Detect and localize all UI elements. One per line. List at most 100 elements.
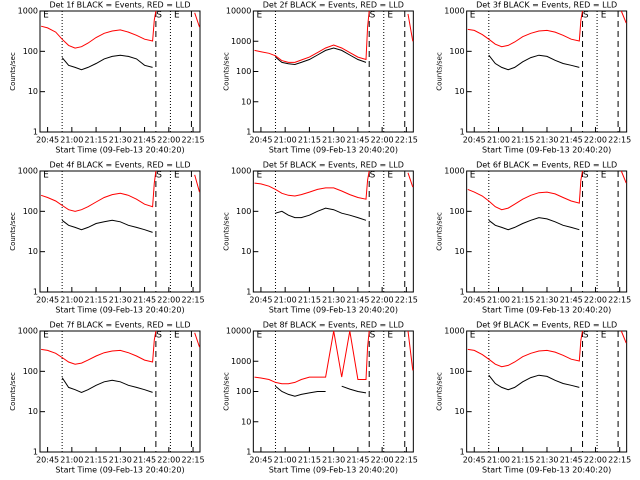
annotation: E [387,331,393,341]
x-tick-label: 22:15 [608,136,631,145]
annotation: S [370,171,376,181]
y-tick-label: 1000 [18,167,38,176]
x-tick-label: 21:45 [346,456,369,465]
y-axis-label: Counts/sec [222,52,230,91]
x-tick-label: 21:15 [511,136,534,145]
y-tick-label: 100 [236,387,251,396]
annotation: E [256,331,262,341]
chart-title: Det 5f BLACK = Events, RED = LLD [263,161,404,170]
x-tick-label: 21:30 [109,456,132,465]
x-tick-label: 21:30 [109,136,132,145]
y-axis-label: Counts/sec [9,212,17,251]
annotation: E [174,331,180,341]
y-tick-label: 1000 [444,167,464,176]
x-tick-label: 21:45 [346,296,369,305]
x-tick-label: 21:00 [274,456,297,465]
y-axis-label: Counts/sec [436,372,444,411]
y-tick-label: 1 [460,288,465,297]
chart-title: Det 6f BLACK = Events, RED = LLD [476,161,617,170]
x-axis-label: Start Time (09-Feb-13 20:40:20) [269,146,398,155]
annotation: E [43,171,49,181]
x-tick-label: 21:30 [535,136,558,145]
x-tick-label: 21:15 [298,456,321,465]
x-axis-label: Start Time (09-Feb-13 20:40:20) [482,146,611,155]
x-tick-label: 21:30 [322,136,345,145]
x-tick-label: 22:00 [371,456,394,465]
y-tick-label: 100 [449,207,464,216]
annotation: E [174,11,180,21]
series-line [488,54,580,71]
chart-title: Det 4f BLACK = Events, RED = LLD [49,161,190,170]
y-axis-label: Counts/sec [436,52,444,91]
annotation: S [583,11,589,21]
x-tick-label: 22:00 [371,296,394,305]
annotation: E [387,171,393,181]
x-tick-label: 21:15 [85,136,108,145]
x-tick-label: 20:45 [249,136,272,145]
x-tick-label: 22:15 [608,296,631,305]
x-tick-label: 20:45 [36,456,59,465]
x-axis-label: Start Time (09-Feb-13 20:40:20) [482,306,611,315]
x-tick-label: 22:15 [395,456,418,465]
x-tick-label: 22:15 [395,296,418,305]
x-tick-label: 21:00 [60,456,83,465]
annotation: S [370,331,376,341]
x-tick-label: 22:15 [182,136,205,145]
x-axis-label: Start Time (09-Feb-13 20:40:20) [269,466,398,475]
chart-title: Det 3f BLACK = Events, RED = LLD [476,1,617,10]
x-tick-label: 20:45 [36,296,59,305]
x-tick-label: 22:15 [608,456,631,465]
x-tick-label: 21:45 [133,456,156,465]
annotation: E [601,331,607,341]
series-line [275,385,367,397]
chart-title: Det 2f BLACK = Events, RED = LLD [263,1,404,10]
y-tick-label: 10000 [226,7,251,16]
y-tick-label: 1000 [18,327,38,336]
x-tick-label: 21:15 [298,296,321,305]
chart-title: Det 9f BLACK = Events, RED = LLD [476,321,617,330]
annotation: E [43,11,49,21]
x-tick-label: 22:00 [157,296,180,305]
annotation: E [470,11,476,21]
y-tick-label: 100 [236,67,251,76]
y-tick-label: 10000 [226,327,251,336]
x-tick-label: 21:45 [560,296,583,305]
x-tick-label: 22:00 [584,456,607,465]
x-tick-label: 21:00 [274,296,297,305]
y-tick-label: 10 [454,247,464,256]
series-line [275,207,367,221]
x-tick-label: 21:30 [322,296,345,305]
y-tick-label: 10 [28,407,38,416]
x-tick-label: 21:45 [346,136,369,145]
x-tick-label: 22:15 [182,296,205,305]
series-line [488,217,580,231]
x-tick-label: 21:00 [274,136,297,145]
y-axis-label: Counts/sec [9,52,17,91]
series-line [467,10,627,48]
y-tick-label: 1000 [231,167,251,176]
y-tick-label: 10 [241,97,251,106]
annotation: E [601,171,607,181]
x-tick-label: 21:00 [60,136,83,145]
series-line [41,330,200,365]
x-tick-label: 21:00 [487,136,510,145]
y-tick-label: 100 [23,207,38,216]
x-axis-label: Start Time (09-Feb-13 20:40:20) [55,146,184,155]
x-axis-label: Start Time (09-Feb-13 20:40:20) [55,466,184,475]
series-line [254,170,414,200]
x-tick-label: 20:45 [36,136,59,145]
y-tick-label: 100 [449,47,464,56]
annotation: E [470,331,476,341]
y-axis-label: Counts/sec [222,212,230,251]
annotation: E [470,171,476,181]
y-tick-label: 100 [23,47,38,56]
annotation: S [156,171,162,181]
x-tick-label: 22:00 [157,456,180,465]
y-tick-label: 1 [33,288,38,297]
y-tick-label: 1 [33,448,38,457]
x-tick-label: 22:00 [584,296,607,305]
x-tick-label: 21:15 [511,296,534,305]
